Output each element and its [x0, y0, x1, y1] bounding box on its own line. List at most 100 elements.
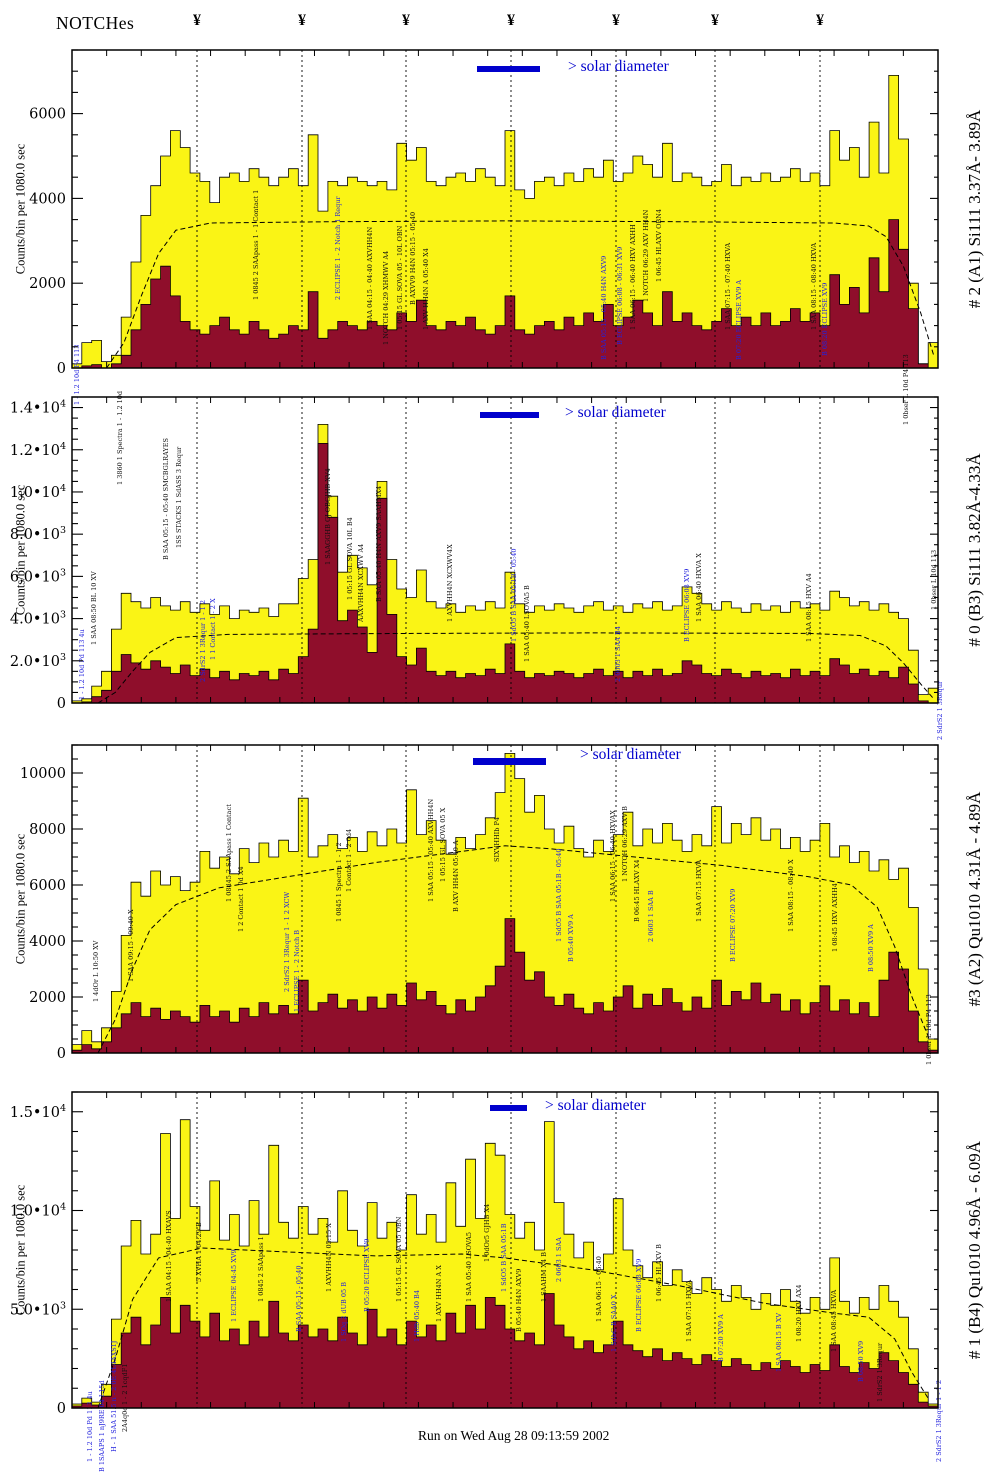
y-tick-label: 8000 — [29, 822, 66, 838]
event-annotation: 1 08d45 2 SAApass 1 Contact — [225, 804, 233, 902]
notch-marker-symbol: ¥ — [193, 12, 201, 29]
event-annotation: 1 SAA 06:15 - 06:40 HXV AXHH — [629, 224, 637, 330]
event-annotation: 1 - 1.2 10d P4 113 — [73, 345, 81, 405]
event-annotation: 1 - 1.2 10d Pd 113 4u — [78, 629, 86, 700]
event-annotation: 1 SAA 04:15 - 04:40 HXAVS — [165, 1210, 173, 1302]
event-annotation: 2 0603 1 SAA — [555, 1237, 563, 1282]
event-annotation: B 08:50 XV9 A — [867, 924, 875, 972]
event-annotation: B 08:20 ECLIPSE XV9 — [821, 283, 829, 356]
solar-diameter-scale-bar — [480, 412, 539, 418]
event-annotation: 1 SAA 06:15 - 06:40 HXVAX — [609, 810, 617, 902]
event-annotation: 1 08:20 HXV AX4 — [795, 1284, 803, 1342]
y-tick-label: 0 — [57, 696, 66, 712]
event-annotation: 1 SdO5 B SAA 05:1B - 05:40 — [555, 848, 563, 942]
event-annotation: 1 AXVHH4N 05:15 X — [325, 1223, 333, 1292]
total-counts-histogram — [71, 753, 939, 1054]
event-annotation: 2 SdrS2 1 3Requr — [936, 680, 944, 740]
event-annotation: 1 SdbC B SAA0 X — [610, 1294, 618, 1352]
event-annotation: 2 0603 1 SAA B4 — [614, 626, 622, 682]
solar-diameter-legend-label: > solar diameter — [565, 404, 666, 421]
rejected-counts-histogram — [71, 918, 939, 1054]
event-annotation: 1 1 Contact 1 - 2 X — [209, 598, 217, 660]
event-annotation: 1 - 1.2 10d Pd 113 4u — [86, 1391, 94, 1462]
y-tick-label: 6000 — [29, 107, 66, 123]
panel-1-chart: 1 0845 2 SAApass 1 - 1 Contact 1 2 ECLIPS… — [29, 49, 939, 425]
y-tick-label: 4000 — [29, 191, 66, 207]
panel-frame — [71, 396, 939, 704]
event-annotation: 1 SAA 08:15 B XV — [775, 1313, 783, 1372]
notch-marker-symbol: ¥ — [816, 12, 824, 29]
y-tick-label: 2.0•103 — [10, 652, 66, 670]
event-annotation: 1 SAA 05:15 - 05:40 AXVHH4N — [427, 799, 435, 902]
solar-diameter-legend-label: > solar diameter — [545, 1097, 646, 1114]
panel-2-right-label: # 0 (B3) Si111 3.82Å-4.33Å — [965, 453, 984, 647]
panel-4-right-label: # 1 (B4) Qu1010 4.96Å - 6.09Å — [965, 1140, 984, 1360]
event-annotation: 1 SAA 09:15 - 09:40 X — [127, 909, 135, 982]
event-annotation: 2A4q0c 1 - 2 1cqdF1 — [121, 1364, 129, 1432]
event-annotation: 1 SAAHM X4 B — [540, 1252, 548, 1302]
panel-1-right-label: # 2 (A1) Si111 3.37Å- 3.89Å — [965, 109, 984, 309]
event-annotation: 1 SdO5 B SAA 05:1B — [500, 1223, 508, 1292]
event-annotation: 1 SAA 06:15 - 06:40 — [595, 1256, 603, 1322]
event-annotation: 1 SAA 04:15 - 04:40 AXVHH4N — [366, 227, 374, 330]
panel-4-chart: 1 - 1.2 10d Pd 113 4u B 1SAAPS 1 nJ9RE 04… — [10, 1091, 943, 1472]
panel-2-y-axis-label: Counts/bin per 1080.0 sec — [13, 484, 28, 616]
solar-diameter-scale-bar — [473, 758, 546, 765]
panel-3-chart: 1 4dOr L 10:50 XV 1 SAA 09:15 - 09:40 X 1 … — [20, 744, 939, 1065]
y-tick-label: 2000 — [29, 990, 66, 1006]
notch-marker-symbol: ¥ — [612, 12, 620, 29]
notch-marker-symbol: ¥ — [507, 12, 515, 29]
event-annotation: 5 XVHA 1 04:29 B — [195, 1222, 203, 1282]
event-annotation: 1 SAA 05:40 LSOVA5 B — [523, 585, 531, 662]
event-annotation: 2 SdrS2 1 3Requr 1 - 1 2 XCW — [283, 891, 291, 992]
event-annotation: 1 SAA 05:40 LSOVA5 — [465, 1232, 473, 1302]
event-annotation: 2 ECLIPSE 1 - 2 Notch 1 Requr — [334, 195, 342, 300]
event-annotation: 1 SAA 08:15 HXV A4 — [805, 573, 813, 642]
event-annotation: 1 NOTCH 06:29 AXV B — [621, 806, 629, 882]
event-annotation: 1 SOq 2 dUB 05 B — [340, 1282, 348, 1342]
event-annotation: B SAA 05:40 H4N AXV9 SAAHMX4 — [375, 486, 383, 602]
y-tick-label: 6.0•103 — [10, 567, 66, 585]
y-tick-label: 4000 — [29, 934, 66, 950]
event-annotation: AAXVHH4N XCXWV A4 — [357, 544, 365, 623]
event-annotation: B SAA 05:15 - 05:40 — [295, 1265, 303, 1332]
event-annotation: B ECLIPSE 06:08 XV9 — [635, 1259, 643, 1332]
event-annotation: B AXV HH4N 05:40 A — [452, 840, 460, 912]
solar-diameter-scale-bar — [477, 66, 540, 72]
y-tick-label: 2000 — [29, 276, 66, 292]
panel-2-chart: 1 - 1.2 10d Pd 113 4u 1 SAA 08:50 BL 10 X… — [10, 391, 944, 740]
y-tick-label: 0 — [57, 1401, 66, 1417]
rejected-counts-histogram — [71, 1293, 939, 1409]
event-annotation: B SAA 05:15 - 05:40 H4N AXV9 — [600, 256, 608, 360]
event-annotation: 1 2 Contact 1 0d X4 — [237, 866, 245, 932]
event-annotation: 1 05:15 GL SOVA 10L B4 — [346, 517, 354, 600]
event-annotation: 2 0603 1 SAA B — [647, 890, 655, 942]
y-tick-label: 10000 — [20, 766, 66, 782]
event-annotation: 1 05:15 GL SOVA 05 OBN — [395, 1216, 403, 1302]
event-annotation: 1 06:45 HLAXV OBN4 — [655, 209, 663, 282]
rejected-counts-histogram — [72, 219, 938, 369]
event-annotation: SIXVHHIb P4 — [493, 817, 501, 862]
event-annotation: 1 06:45 HLAXV B — [655, 1244, 663, 1302]
event-annotation: B 08:50 XV9 — [857, 1341, 865, 1382]
y-tick-label: 1.5•104 — [10, 1103, 66, 1121]
event-annotation: B 07:20 ECLIPSE XV9 A — [735, 280, 743, 360]
panel-3-y-axis-label: Counts/bin per 1080.0 sec — [13, 833, 28, 965]
event-annotation: 1 AXV HH4N A X — [435, 1265, 443, 1322]
event-annotation: 1 SAA 07:15 HXVA — [685, 1280, 693, 1342]
event-annotation: 1 SAA 08:15 - 08:40 X — [787, 859, 795, 932]
y-tick-label: 6000 — [29, 878, 66, 894]
event-annotation: 1 05:15 GL SOVA 05 - 10L OBN — [396, 225, 404, 330]
notch-marker-symbol: ¥ — [402, 12, 410, 29]
y-tick-label: 5.0•103 — [10, 1300, 66, 1318]
rejected-counts-histogram — [72, 443, 938, 704]
event-annotation: 1 SAA 07:15 HXVA — [695, 860, 703, 922]
total-counts-histogram — [71, 75, 939, 369]
solar-diameter-legend-label: > solar diameter — [580, 746, 681, 763]
event-annotation: B SAA 05:15 - 05:40 SMCBGLRAYES — [162, 438, 170, 560]
event-annotation: 2 SdrS2 1 3Requr 1 - 1 2 — [935, 1380, 943, 1462]
panel-frame — [71, 49, 939, 369]
event-annotation: 1 SdO5 B SAA 05:1B - 05:40 — [510, 548, 518, 642]
panel-3-right-label: #3 (A2) Qu1010 4.31Å - 4.89Å — [965, 791, 984, 1007]
y-tick-label: 1.4•104 — [10, 399, 66, 417]
